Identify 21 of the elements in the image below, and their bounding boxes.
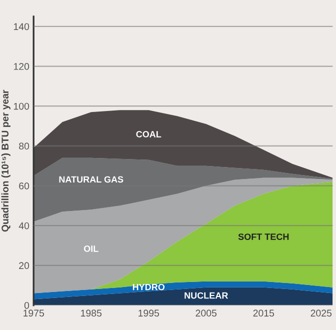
y-tick-label: 20 bbox=[19, 262, 30, 270]
y-tick-label: 140 bbox=[14, 23, 30, 30]
y-tick-label: 0 bbox=[24, 302, 30, 309]
y-tick-label: 80 bbox=[19, 142, 30, 150]
y-tick-label: 120 bbox=[14, 63, 30, 70]
series-label: NATURAL GAS bbox=[59, 176, 124, 183]
x-tick-label: 2015 bbox=[253, 310, 274, 317]
y-tick-label: 60 bbox=[19, 182, 30, 190]
y-tick-label: 100 bbox=[14, 102, 30, 110]
x-tick-label: 1975 bbox=[24, 310, 44, 317]
series-label: NUCLEAR bbox=[184, 292, 228, 299]
series-label: COAL bbox=[136, 131, 162, 138]
y-tick-label: 40 bbox=[18, 222, 30, 230]
series-label: OIL bbox=[84, 246, 98, 252]
y-axis-title: Quadrillion (10¹⁵) BTU per year bbox=[1, 90, 10, 232]
x-tick-label: 2005 bbox=[196, 310, 217, 317]
series-label: HYDRO bbox=[132, 284, 165, 290]
series-label: SOFT TECH bbox=[238, 234, 289, 240]
x-tick-label: 1995 bbox=[138, 310, 160, 317]
x-tick-label: 2025 bbox=[310, 310, 332, 317]
x-tick-label: 1985 bbox=[81, 310, 102, 317]
